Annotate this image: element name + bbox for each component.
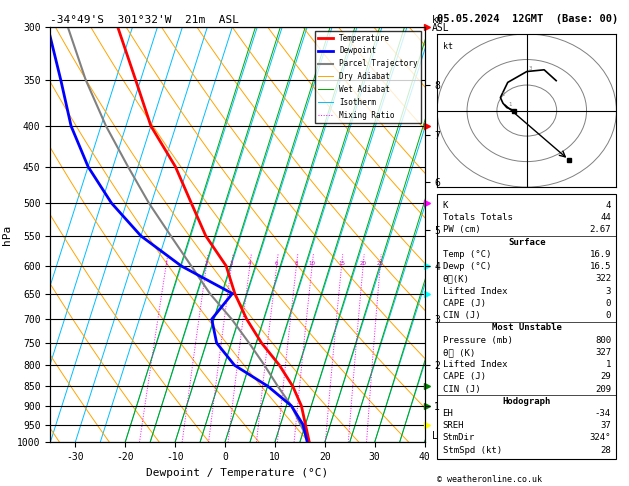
Text: -34°49'S  301°32'W  21m  ASL: -34°49'S 301°32'W 21m ASL <box>50 15 239 25</box>
Text: 8: 8 <box>294 261 298 266</box>
Text: Hodograph: Hodograph <box>503 397 551 406</box>
Text: 3: 3 <box>230 261 233 266</box>
Text: 10: 10 <box>309 261 316 266</box>
Text: ASL: ASL <box>432 23 450 33</box>
Text: 3: 3 <box>606 287 611 295</box>
Text: θᴄ (K): θᴄ (K) <box>443 348 475 357</box>
Text: 16.9: 16.9 <box>589 250 611 259</box>
Text: 6: 6 <box>275 261 279 266</box>
Text: 05.05.2024  12GMT  (Base: 00): 05.05.2024 12GMT (Base: 00) <box>437 14 618 24</box>
Text: 4: 4 <box>606 201 611 210</box>
Text: 29: 29 <box>600 372 611 382</box>
Text: 0: 0 <box>606 311 611 320</box>
Text: 0: 0 <box>606 299 611 308</box>
Text: 322: 322 <box>595 275 611 283</box>
Legend: Temperature, Dewpoint, Parcel Trajectory, Dry Adiabat, Wet Adiabat, Isotherm, Mi: Temperature, Dewpoint, Parcel Trajectory… <box>314 31 421 122</box>
Text: 1: 1 <box>606 360 611 369</box>
Text: CIN (J): CIN (J) <box>443 384 480 394</box>
Text: © weatheronline.co.uk: © weatheronline.co.uk <box>437 474 542 484</box>
Text: km: km <box>432 15 444 25</box>
Text: 16.5: 16.5 <box>589 262 611 271</box>
Text: 20: 20 <box>360 261 367 266</box>
Text: Most Unstable: Most Unstable <box>492 323 562 332</box>
Text: PW (cm): PW (cm) <box>443 226 480 234</box>
Text: 28: 28 <box>600 446 611 455</box>
Text: 800: 800 <box>595 336 611 345</box>
Text: Dewp (°C): Dewp (°C) <box>443 262 491 271</box>
Text: 1: 1 <box>164 261 168 266</box>
Text: 25: 25 <box>377 261 384 266</box>
Text: θᴄ(K): θᴄ(K) <box>443 275 469 283</box>
Text: kt: kt <box>443 42 453 51</box>
Text: 1: 1 <box>508 102 512 107</box>
Text: CAPE (J): CAPE (J) <box>443 299 486 308</box>
Text: 2.67: 2.67 <box>589 226 611 234</box>
X-axis label: Dewpoint / Temperature (°C): Dewpoint / Temperature (°C) <box>147 468 328 478</box>
Text: CIN (J): CIN (J) <box>443 311 480 320</box>
Text: -34: -34 <box>595 409 611 418</box>
Text: 2: 2 <box>204 261 208 266</box>
Text: Totals Totals: Totals Totals <box>443 213 513 222</box>
Text: 4: 4 <box>248 261 252 266</box>
Text: K: K <box>443 201 448 210</box>
Text: 2: 2 <box>502 92 505 97</box>
Text: StmSpd (kt): StmSpd (kt) <box>443 446 502 455</box>
Text: Pressure (mb): Pressure (mb) <box>443 336 513 345</box>
Text: 209: 209 <box>595 384 611 394</box>
Text: 327: 327 <box>595 348 611 357</box>
Text: LCL: LCL <box>432 432 450 441</box>
Text: Surface: Surface <box>508 238 545 247</box>
Text: 15: 15 <box>338 261 345 266</box>
Text: 37: 37 <box>600 421 611 430</box>
Text: Lifted Index: Lifted Index <box>443 287 507 295</box>
Text: Temp (°C): Temp (°C) <box>443 250 491 259</box>
Text: 44: 44 <box>600 213 611 222</box>
Text: StmDir: StmDir <box>443 434 475 442</box>
Text: CAPE (J): CAPE (J) <box>443 372 486 382</box>
Text: SREH: SREH <box>443 421 464 430</box>
Text: Lifted Index: Lifted Index <box>443 360 507 369</box>
Y-axis label: hPa: hPa <box>1 225 11 244</box>
Text: EH: EH <box>443 409 454 418</box>
Text: 324°: 324° <box>589 434 611 442</box>
Text: 3: 3 <box>528 66 532 71</box>
